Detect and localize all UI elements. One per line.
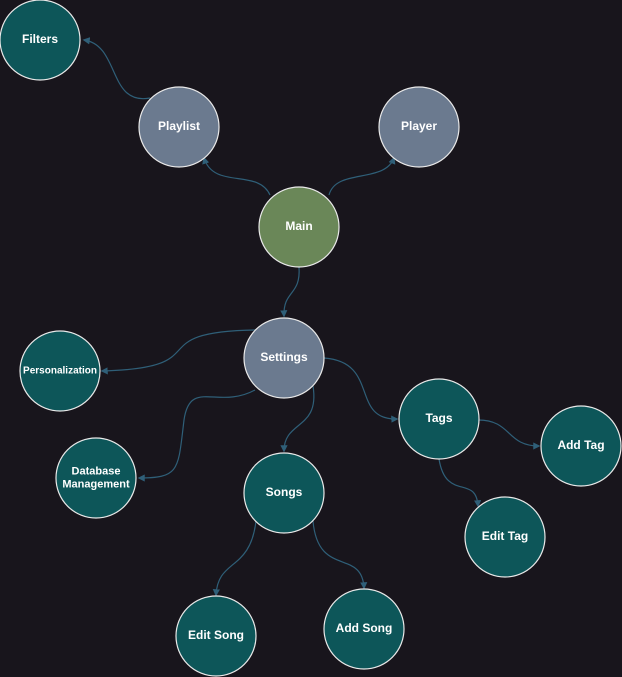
edge-tags-to-edittag (438, 458, 482, 508)
node-settings-label: Settings (260, 350, 308, 364)
edge-songs-to-addsong (312, 520, 368, 590)
node-database-management-circle[interactable] (55, 437, 137, 519)
node-playlist-label: Playlist (158, 119, 200, 133)
node-filters-label: Filters (22, 32, 58, 46)
edge-settings-to-personalization (100, 329, 256, 375)
node-player-label: Player (401, 119, 437, 133)
edge-settings-to-database (137, 389, 256, 482)
edge-main-to-playlist (202, 156, 271, 196)
node-add-song-circle[interactable] (323, 588, 405, 670)
edge-main-to-player (328, 156, 396, 196)
node-main-circle[interactable] (258, 186, 340, 268)
node-add-tag-label: Add Tag (557, 438, 604, 452)
edge-settings-to-tags (323, 357, 399, 423)
node-edit-tag-label: Edit Tag (482, 529, 528, 543)
node-playlist-circle[interactable] (138, 86, 220, 168)
node-filters-circle[interactable] (0, 0, 81, 81)
edge-songs-to-editsong (212, 520, 257, 597)
node-songs-circle[interactable] (243, 452, 325, 534)
edge-playlist-to-filters (82, 37, 151, 100)
node-personalization[interactable]: Personalization (19, 330, 101, 412)
node-add-tag[interactable]: Add Tag (540, 405, 622, 487)
node-edit-song[interactable]: Edit Song (175, 595, 257, 677)
node-tags[interactable]: Tags (398, 378, 480, 460)
node-playlist[interactable]: Playlist (138, 86, 220, 168)
node-database-management-label: Database (72, 465, 121, 477)
edge-tags-to-addtag (477, 419, 541, 450)
node-tags-label: Tags (425, 411, 452, 425)
node-edit-tag-circle[interactable] (464, 496, 546, 578)
node-database-management-label: Management (62, 478, 130, 490)
node-settings[interactable]: Settings (243, 317, 325, 399)
node-add-tag-circle[interactable] (540, 405, 622, 487)
node-edit-song-label: Edit Song (188, 628, 244, 642)
node-edit-song-circle[interactable] (175, 595, 257, 677)
node-songs-label: Songs (266, 485, 303, 499)
node-main-label: Main (285, 219, 312, 233)
node-songs[interactable]: Songs (243, 452, 325, 534)
node-main[interactable]: Main (258, 186, 340, 268)
node-edit-tag[interactable]: Edit Tag (464, 496, 546, 578)
node-add-song[interactable]: Add Song (323, 588, 405, 670)
node-filters[interactable]: Filters (0, 0, 81, 81)
node-tags-circle[interactable] (398, 378, 480, 460)
edge-settings-to-songs (280, 385, 315, 453)
node-player[interactable]: Player (378, 86, 460, 168)
node-settings-circle[interactable] (243, 317, 325, 399)
edges-layer (82, 37, 541, 597)
node-player-circle[interactable] (378, 86, 460, 168)
node-personalization-label: Personalization (23, 366, 97, 377)
node-add-song-label: Add Song (336, 621, 393, 635)
edge-main-to-settings (280, 266, 300, 318)
node-personalization-circle[interactable] (19, 330, 101, 412)
